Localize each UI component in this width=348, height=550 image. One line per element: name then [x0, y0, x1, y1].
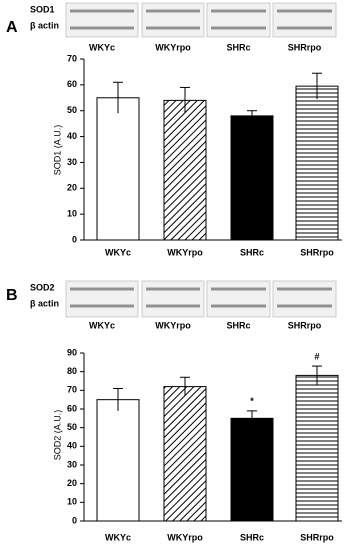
blot-image [206, 2, 271, 38]
y-tick-label: 0 [72, 234, 77, 244]
bar [163, 99, 207, 241]
lane-label: SHRc [226, 320, 250, 330]
x-tick-label: WKYrpo [167, 247, 203, 257]
blot-band [277, 287, 332, 291]
annotation: # [314, 351, 319, 361]
blot-image [272, 2, 337, 38]
y-tick-label: 10 [67, 209, 77, 219]
blot-band [211, 304, 266, 308]
x-tick-label: WKYrpo [167, 532, 203, 542]
blot-label: β actin [30, 20, 59, 30]
bar [230, 115, 274, 241]
blot-image [206, 280, 271, 318]
x-tick-label: SHRc [240, 247, 264, 257]
blot-band [277, 9, 332, 13]
blot-band [146, 9, 200, 13]
blot-band [146, 304, 200, 308]
lane-label: SHRrpo [288, 42, 322, 52]
y-tick-label: 60 [67, 79, 77, 89]
y-tick-label: 0 [72, 515, 77, 525]
lane-label: WKYrpo [155, 320, 191, 330]
bar [295, 85, 339, 241]
y-tick-label: 10 [67, 497, 77, 507]
y-tick-label: 60 [67, 403, 77, 413]
panel-label: B [6, 287, 18, 304]
blot-band [70, 287, 134, 291]
blot-label: β actin [30, 298, 59, 308]
y-tick-label: 30 [67, 157, 77, 167]
blot-image [141, 2, 205, 38]
y-tick-label: 50 [67, 105, 77, 115]
lane-label: SHRc [226, 42, 250, 52]
x-tick-label: SHRc [240, 532, 264, 542]
y-axis-label: SOD1 (A.U.) [52, 125, 62, 176]
blot-band [211, 26, 266, 30]
y-tick-label: 70 [67, 53, 77, 63]
blot-band [211, 9, 266, 13]
y-tick-label: 80 [67, 366, 77, 376]
y-tick-label: 50 [67, 422, 77, 432]
blot-image [272, 280, 337, 318]
blot-image [65, 2, 139, 38]
blot-band [146, 26, 200, 30]
bar [96, 97, 140, 241]
bar [230, 417, 274, 522]
lane-label: SHRrpo [288, 320, 322, 330]
x-tick-label: SHRrpo [300, 532, 334, 542]
blot-band [277, 304, 332, 308]
y-tick-label: 90 [67, 347, 77, 357]
y-axis-label: SOD2 (A.U.) [52, 410, 62, 461]
blot-band [277, 26, 332, 30]
blot-label: SOD2 [30, 282, 55, 292]
blot-band [70, 26, 134, 30]
blot-band [211, 287, 266, 291]
y-tick-label: 40 [67, 441, 77, 451]
bar [295, 374, 339, 522]
blot-band [70, 304, 134, 308]
blot-band [146, 287, 200, 291]
x-tick-label: WKYc [105, 247, 131, 257]
bar [96, 399, 140, 522]
blot-image [65, 280, 139, 318]
blot-label: SOD1 [30, 4, 55, 14]
y-tick-label: 70 [67, 385, 77, 395]
y-tick-label: 20 [67, 183, 77, 193]
panel-label: A [6, 19, 18, 36]
lane-label: WKYc [89, 320, 115, 330]
x-tick-label: WKYc [105, 532, 131, 542]
annotation: * [250, 396, 254, 406]
blot-image [141, 280, 205, 318]
blot-band [70, 9, 134, 13]
lane-label: WKYc [89, 42, 115, 52]
y-tick-label: 40 [67, 131, 77, 141]
y-tick-label: 30 [67, 459, 77, 469]
bar [163, 386, 207, 522]
lane-label: WKYrpo [155, 42, 191, 52]
y-tick-label: 20 [67, 478, 77, 488]
x-tick-label: SHRrpo [300, 247, 334, 257]
